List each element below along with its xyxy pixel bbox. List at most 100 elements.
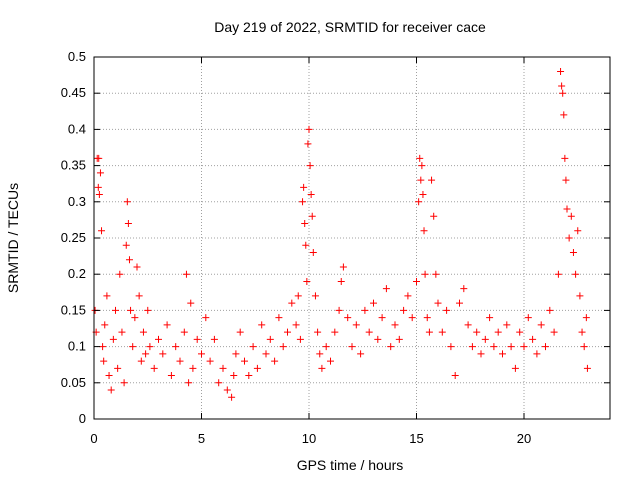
y-tick-label: 0.45 — [61, 85, 86, 100]
data-point — [266, 335, 274, 343]
data-point — [365, 328, 373, 336]
data-point — [451, 372, 459, 380]
data-point — [124, 220, 132, 228]
data-point — [395, 335, 403, 343]
chart-title: Day 219 of 2022, SRMTID for receiver cac… — [214, 19, 486, 35]
data-point — [558, 82, 566, 90]
data-point — [210, 335, 218, 343]
x-axis-label: GPS time / hours — [297, 457, 404, 473]
data-point — [561, 154, 569, 162]
data-point — [155, 335, 162, 343]
data-point — [180, 328, 188, 336]
data-point — [96, 169, 104, 177]
data-point — [337, 277, 345, 285]
data-point — [94, 183, 102, 191]
data-point — [185, 379, 193, 387]
data-point — [146, 343, 154, 351]
data-point — [271, 357, 279, 365]
data-point — [574, 227, 582, 235]
y-tick-label: 0.25 — [61, 230, 86, 245]
data-point — [554, 270, 562, 278]
data-point — [95, 154, 103, 162]
data-point — [305, 125, 313, 133]
data-point — [122, 241, 130, 249]
data-point — [464, 321, 472, 329]
data-point — [378, 314, 386, 322]
data-point — [533, 350, 541, 358]
data-point — [511, 364, 519, 372]
data-point — [583, 364, 591, 372]
data-point — [114, 364, 122, 372]
data-point — [120, 379, 128, 387]
data-point — [133, 263, 141, 271]
data-point — [413, 277, 420, 285]
data-point — [567, 212, 575, 220]
y-tick-label: 0.2 — [68, 266, 86, 281]
data-point — [279, 343, 287, 351]
data-point — [98, 227, 106, 235]
data-point — [374, 335, 382, 343]
data-point — [135, 292, 143, 300]
data-point — [387, 343, 395, 351]
data-point — [423, 314, 431, 322]
data-point — [382, 285, 390, 293]
data-point — [542, 343, 549, 351]
data-point — [316, 350, 324, 358]
data-point — [150, 364, 158, 372]
data-point — [176, 357, 184, 365]
data-point — [294, 292, 302, 300]
data-point — [299, 198, 307, 206]
data-point — [499, 350, 506, 358]
data-point — [572, 270, 580, 278]
data-point — [578, 328, 586, 336]
grid-lines — [94, 57, 610, 419]
data-point — [253, 364, 261, 372]
data-point — [468, 343, 476, 351]
data-point — [118, 328, 126, 336]
data-point — [352, 321, 360, 329]
data-point — [418, 162, 426, 170]
data-point — [105, 372, 113, 380]
x-tick-label: 10 — [302, 431, 316, 446]
data-point — [311, 292, 319, 300]
data-point — [565, 234, 573, 242]
data-point — [223, 386, 231, 394]
data-point — [300, 183, 308, 191]
data-point — [308, 212, 316, 220]
data-point — [296, 335, 304, 343]
data-point — [546, 306, 554, 314]
data-point — [228, 393, 236, 401]
data-point — [314, 328, 322, 336]
data-point — [516, 328, 524, 336]
data-point — [288, 299, 296, 307]
data-point — [284, 328, 291, 336]
data-point — [503, 321, 511, 329]
x-tick-label: 15 — [409, 431, 423, 446]
data-point — [189, 364, 197, 372]
data-point — [416, 154, 424, 162]
data-point — [302, 241, 310, 249]
data-point — [142, 350, 150, 358]
data-point — [275, 314, 283, 322]
data-point — [582, 314, 590, 322]
data-point — [415, 198, 423, 206]
data-point — [460, 285, 468, 293]
data-point — [144, 306, 152, 314]
data-point — [417, 176, 425, 184]
data-point — [420, 227, 428, 235]
data-point — [198, 350, 205, 358]
data-point — [370, 299, 377, 307]
data-point — [112, 306, 119, 314]
data-point — [167, 372, 175, 380]
data-point — [430, 212, 438, 220]
data-point — [408, 314, 416, 322]
data-point — [127, 306, 135, 314]
data-point — [163, 321, 171, 329]
data-point — [569, 248, 577, 256]
data-point — [419, 191, 427, 199]
data-point — [301, 220, 309, 228]
data-point — [520, 343, 528, 351]
data-point — [524, 314, 532, 322]
data-point — [507, 343, 515, 351]
data-point — [428, 176, 436, 184]
